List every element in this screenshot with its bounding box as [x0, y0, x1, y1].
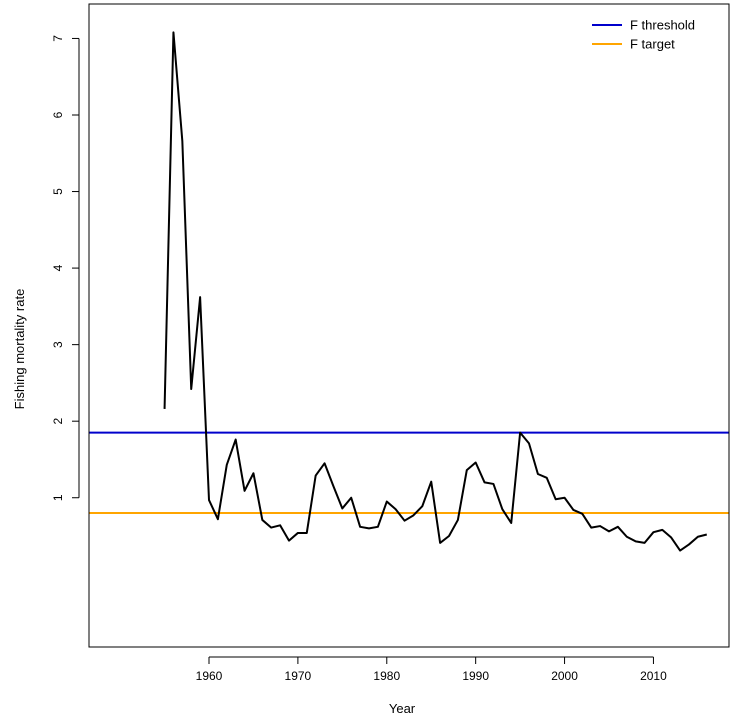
- data-point: [447, 534, 452, 539]
- data-point: [322, 461, 327, 466]
- data-point: [491, 481, 496, 486]
- data-point: [704, 532, 709, 537]
- data-point: [180, 139, 185, 144]
- data-point: [384, 499, 389, 504]
- data-point: [518, 430, 523, 435]
- data-point: [651, 530, 656, 535]
- data-point: [509, 520, 514, 525]
- data-point: [473, 460, 478, 465]
- x-tick-label: 1990: [462, 669, 489, 683]
- data-point: [278, 523, 283, 528]
- x-tick-label: 1960: [196, 669, 223, 683]
- y-axis-title: Fishing mortality rate: [12, 289, 27, 410]
- data-point: [455, 517, 460, 522]
- data-point: [429, 479, 434, 484]
- data-point: [287, 538, 292, 543]
- y-tick-label: 1: [51, 494, 65, 501]
- data-point: [527, 441, 532, 446]
- series-line-fishing-mortality: [163, 31, 708, 552]
- legend: F threshold F target: [592, 18, 695, 52]
- data-point: [402, 518, 407, 523]
- y-tick-label: 3: [51, 341, 65, 348]
- data-point: [678, 548, 683, 553]
- data-point: [669, 535, 674, 540]
- axes: 1960 1970 1980 1990 2000 2010 1 2 3 4 5 6 7: [51, 3, 730, 683]
- data-point: [438, 540, 443, 545]
- data-point: [562, 495, 567, 500]
- data-point: [367, 526, 372, 531]
- data-point: [589, 525, 594, 530]
- legend-label: F threshold: [630, 18, 695, 33]
- data-point: [500, 507, 505, 512]
- data-point: [695, 534, 700, 539]
- data-point: [482, 480, 487, 485]
- x-tick-label: 1980: [373, 669, 400, 683]
- data-point: [660, 527, 665, 532]
- x-tick-label: 1970: [285, 669, 312, 683]
- x-axis-title: Year: [389, 701, 416, 716]
- y-tick-label: 6: [51, 111, 65, 118]
- data-point: [642, 540, 647, 545]
- data-point: [340, 506, 345, 511]
- data-point: [331, 484, 336, 489]
- data-point: [304, 530, 309, 535]
- y-tick-label: 7: [51, 35, 65, 42]
- data-point: [198, 295, 203, 300]
- data-point: [233, 437, 238, 442]
- data-point: [171, 30, 176, 35]
- y-tick-label: 4: [51, 264, 65, 271]
- data-point: [687, 542, 692, 547]
- y-tick-label: 5: [51, 188, 65, 195]
- plot-area: [89, 30, 729, 553]
- data-point: [464, 468, 469, 473]
- data-point: [207, 498, 212, 503]
- data-point: [633, 539, 638, 544]
- legend-label: F target: [630, 37, 675, 52]
- data-point: [607, 529, 612, 534]
- data-point: [215, 517, 220, 522]
- data-point: [295, 530, 300, 535]
- data-point: [189, 387, 194, 392]
- x-tick-label: 2010: [640, 669, 667, 683]
- data-point: [224, 462, 229, 467]
- data-point: [349, 495, 354, 500]
- data-point: [553, 497, 558, 502]
- data-point: [544, 475, 549, 480]
- data-point: [411, 513, 416, 518]
- data-point: [420, 504, 425, 509]
- data-point: [375, 524, 380, 529]
- data-point: [242, 488, 247, 493]
- plot-frame: [88, 3, 730, 648]
- y-tick-label: 2: [51, 418, 65, 425]
- data-point: [358, 524, 363, 529]
- data-point: [535, 472, 540, 477]
- data-point: [162, 406, 167, 411]
- data-point: [571, 507, 576, 512]
- data-point: [615, 524, 620, 529]
- data-point: [624, 534, 629, 539]
- x-tick-label: 2000: [551, 669, 578, 683]
- data-point: [393, 507, 398, 512]
- data-point: [580, 511, 585, 516]
- data-point: [269, 525, 274, 530]
- data-point: [260, 517, 265, 522]
- data-point: [598, 524, 603, 529]
- data-point: [251, 471, 256, 476]
- data-point: [313, 473, 318, 478]
